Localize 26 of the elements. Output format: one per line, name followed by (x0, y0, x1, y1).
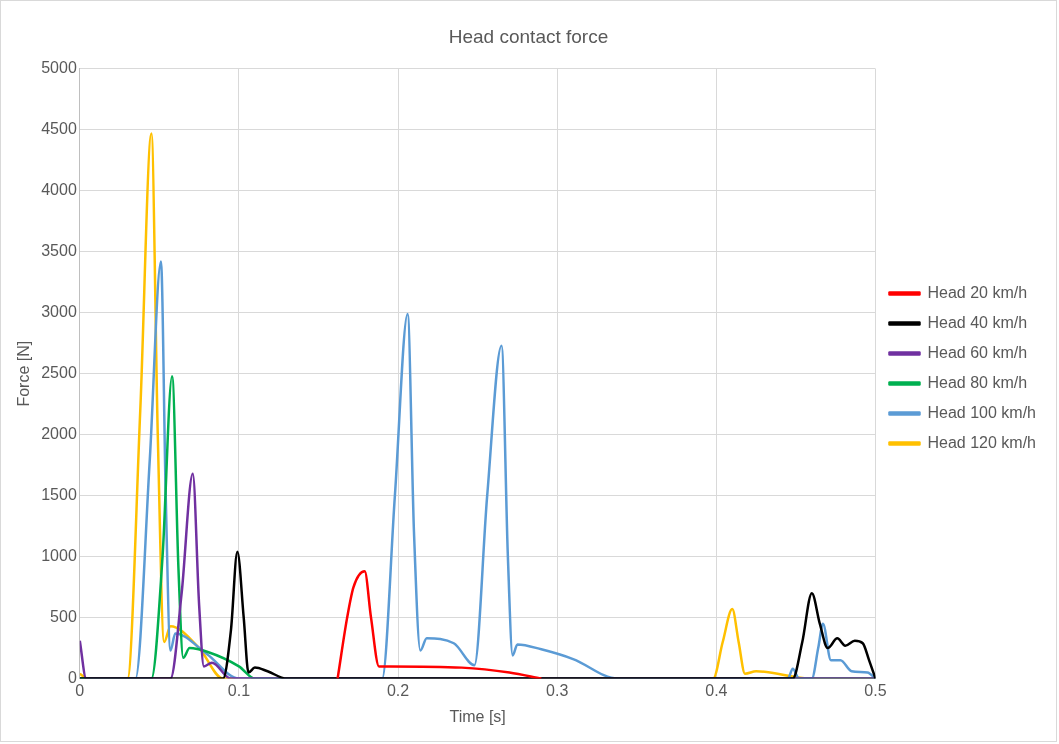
y-tick-label: 3500 (41, 242, 77, 260)
x-tick-label: 0.2 (386, 681, 410, 699)
x-axis-title: Time [s] (449, 707, 506, 725)
y-tick-label: 5000 (41, 59, 77, 77)
y-axis-title: Force [N] (15, 340, 33, 407)
chart-title: Head contact force (448, 25, 609, 47)
legend-label: Head 60 km/h (927, 343, 1028, 361)
legend-label: Head 120 km/h (927, 433, 1037, 451)
legend-label: Head 100 km/h (927, 403, 1037, 421)
legend-label: Head 80 km/h (927, 373, 1028, 391)
legend-label: Head 20 km/h (927, 283, 1028, 301)
y-tick-label: 4500 (41, 120, 77, 138)
y-tick-label: 1000 (41, 547, 77, 565)
y-tick-label: 4000 (41, 181, 77, 199)
x-tick-label: 0.1 (227, 681, 251, 699)
x-tick-label: 0.5 (864, 681, 887, 699)
y-tick-label: 3000 (41, 303, 77, 321)
line-series (336, 570, 543, 679)
y-tick-label: 1500 (41, 486, 77, 504)
x-tick-label: 0.3 (546, 681, 569, 699)
y-tick-label: 500 (50, 608, 77, 626)
y-tick-label: 2500 (41, 364, 77, 382)
legend-label: Head 40 km/h (927, 313, 1028, 331)
y-tick-label: 0 (67, 669, 77, 687)
x-tick-label: 0.4 (705, 681, 728, 699)
y-tick-label: 2000 (41, 425, 77, 443)
